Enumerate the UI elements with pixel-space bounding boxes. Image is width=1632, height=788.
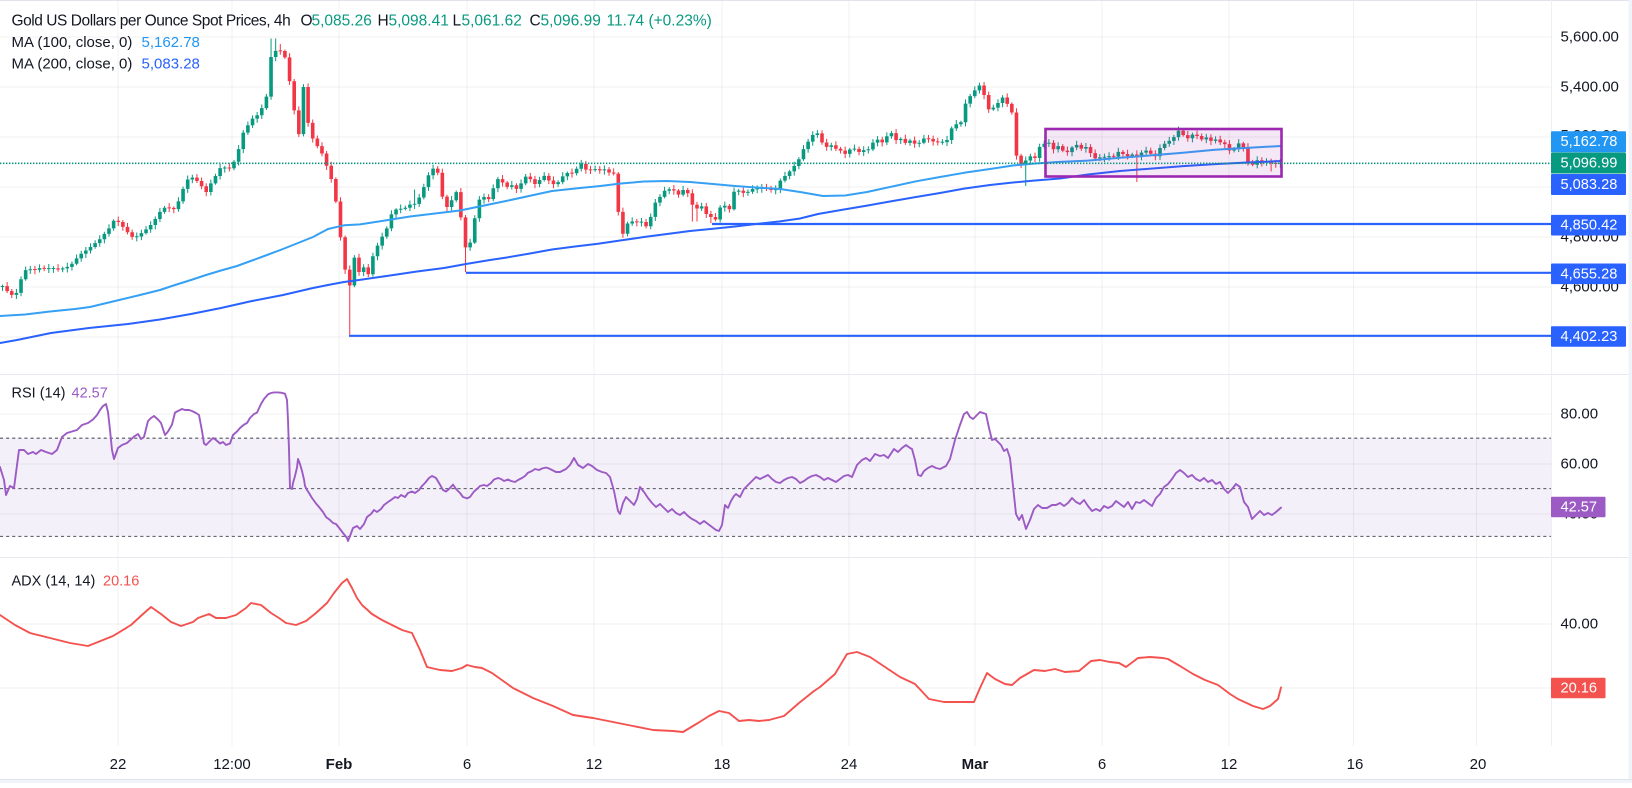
svg-text:80.00: 80.00 [1561,406,1599,423]
svg-text:12: 12 [1221,756,1238,773]
svg-text:MA (100, close, 0)5,162.78: MA (100, close, 0)5,162.78 [12,34,200,51]
svg-text:Mar: Mar [962,756,989,773]
svg-text:ADX (14, 14)20.16: ADX (14, 14)20.16 [12,574,140,590]
svg-text:60.00: 60.00 [1561,456,1599,473]
svg-text:4,402.23: 4,402.23 [1561,329,1618,345]
svg-text:4,655.28: 4,655.28 [1561,266,1618,282]
svg-text:12: 12 [586,756,603,773]
svg-text:40.00: 40.00 [1561,616,1599,633]
svg-text:20.16: 20.16 [1561,681,1598,697]
svg-text:18: 18 [714,756,731,773]
svg-text:4,850.42: 4,850.42 [1561,218,1618,234]
svg-text:Gold US Dollars per Ounce Spot: Gold US Dollars per Ounce Spot Prices, 4… [12,12,712,29]
svg-text:5,096.99: 5,096.99 [1561,156,1618,172]
svg-text:22: 22 [110,756,127,773]
svg-text:5,600.00: 5,600.00 [1561,29,1619,46]
svg-text:16: 16 [1347,756,1364,773]
svg-text:Feb: Feb [326,756,353,773]
svg-text:12:00: 12:00 [213,756,251,773]
svg-text:6: 6 [463,756,471,773]
svg-text:6: 6 [1098,756,1106,773]
svg-text:42.57: 42.57 [1561,500,1598,516]
svg-text:5,083.28: 5,083.28 [1561,177,1618,193]
svg-text:5,162.78: 5,162.78 [1561,134,1618,150]
svg-text:MA (200, close, 0)5,083.28: MA (200, close, 0)5,083.28 [12,55,200,72]
svg-text:24: 24 [841,756,858,773]
svg-text:20: 20 [1470,756,1487,773]
svg-text:5,400.00: 5,400.00 [1561,79,1619,96]
svg-text:RSI (14)42.57: RSI (14)42.57 [12,386,108,402]
